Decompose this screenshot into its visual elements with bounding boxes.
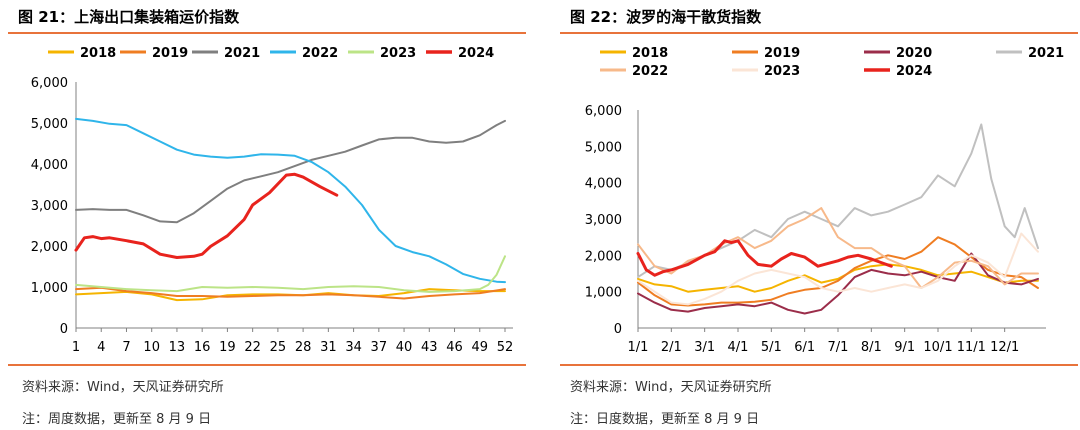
- legend-label-2019: 2019: [152, 46, 188, 61]
- legend: 2018 2019 2021 2022 2023 2024: [48, 46, 494, 61]
- left-chart: 0 1,000 2,000 3,000 4,000 5,000 6,000 1 4 7 10 13 16…: [31, 46, 513, 355]
- legend-label-2018: 2018: [632, 46, 668, 61]
- right-top-rule: [560, 32, 1078, 34]
- y-tick-label: 4,000: [585, 177, 622, 192]
- right-panel: 图 22：波罗的海干散货指数 0 1,000 2,000 3,000 4,000 5,00…: [560, 0, 1080, 430]
- x-tick-label: 7: [122, 340, 130, 355]
- x-tick-label: 40: [396, 340, 413, 355]
- y-tick-label: 6,000: [31, 76, 68, 91]
- x-tick-label: 1: [72, 340, 80, 355]
- left-update-note: 注：周度数据，更新至 8 月 9 日: [22, 412, 212, 427]
- y-tick-label: 3,000: [31, 199, 68, 214]
- x-tick-label: 2/1: [661, 340, 682, 355]
- x-tick-label: 49: [471, 340, 488, 355]
- series-line-2023: [75, 255, 506, 293]
- left-panel: 图 21：上海出口集装箱运价指数 0 1,000 2,000 3,000 4,000 5,…: [0, 0, 530, 430]
- legend-label-2022: 2022: [302, 46, 338, 61]
- right-bottom-rule: [560, 364, 1078, 366]
- x-tick-label: 16: [194, 340, 211, 355]
- series-line-2023: [637, 232, 1039, 306]
- x-tick-label: 43: [421, 340, 438, 355]
- y-tick-label: 5,000: [31, 117, 68, 132]
- series-line-2018: [637, 263, 1039, 293]
- x-tick-label: 11/1: [957, 340, 986, 355]
- legend-label-2023: 2023: [764, 64, 800, 79]
- left-chart-title: 图 21：上海出口集装箱运价指数: [18, 8, 240, 26]
- x-tick-label: 4: [97, 340, 105, 355]
- y-tick-label: 5,000: [585, 140, 622, 155]
- series-line-2019: [75, 286, 506, 300]
- y-tick-label: 0: [60, 322, 68, 337]
- right-chart: 0 1,000 2,000 3,000 4,000 5,000 6,000 1/1 2/1 3/1…: [585, 46, 1064, 355]
- y-tick-label: 1,000: [31, 281, 68, 296]
- series-line-2022: [75, 117, 506, 284]
- y-tick-label: 6,000: [585, 104, 622, 119]
- x-tick-label: 28: [295, 340, 312, 355]
- right-update-note: 注：日度数据，更新至 8 月 9 日: [570, 412, 760, 427]
- x-tick-label: 10/1: [923, 340, 952, 355]
- y-tick-label: 2,000: [31, 240, 68, 255]
- left-top-rule: [8, 32, 526, 34]
- x-tick-label: 5/1: [761, 340, 782, 355]
- y-tick-label: 3,000: [585, 213, 622, 228]
- x-tick-label: 46: [446, 340, 463, 355]
- x-tick-label: 8/1: [861, 340, 882, 355]
- legend-label-2024: 2024: [896, 64, 932, 79]
- x-tick-label: 4/1: [728, 340, 749, 355]
- x-tick-label: 22: [244, 340, 261, 355]
- y-tick-label: 4,000: [31, 158, 68, 173]
- legend-label-2021: 2021: [1028, 46, 1064, 61]
- x-tick-label: 31: [320, 340, 337, 355]
- series-line-2024: [74, 172, 339, 259]
- legend-label-2020: 2020: [896, 46, 932, 61]
- legend-label-2021: 2021: [224, 46, 260, 61]
- series-line-2019: [637, 236, 1039, 307]
- legend: 2018 2019 2020 2021 2022 2023 2024: [600, 46, 1064, 79]
- series-line-2021: [637, 123, 1039, 279]
- x-tick-label: 3/1: [694, 340, 715, 355]
- y-tick-label: 2,000: [585, 249, 622, 264]
- right-chart-title: 图 22：波罗的海干散货指数: [570, 8, 762, 26]
- x-tick-label: 1/1: [628, 340, 649, 355]
- left-source-note: 资料来源：Wind，天风证券研究所: [22, 380, 224, 395]
- series-line-2022: [637, 207, 1039, 289]
- legend-label-2018: 2018: [80, 46, 116, 61]
- left-bottom-rule: [8, 364, 526, 366]
- x-tick-label: 7/1: [828, 340, 849, 355]
- x-tick-label: 52: [497, 340, 514, 355]
- y-tick-label: 0: [614, 322, 622, 337]
- legend-label-2024: 2024: [458, 46, 494, 61]
- series-line-2020: [637, 252, 1039, 315]
- x-tick-label: 9/1: [894, 340, 915, 355]
- series-line-2021: [75, 119, 506, 224]
- right-source-note: 资料来源：Wind，天风证券研究所: [570, 380, 772, 395]
- x-tick-label: 12/1: [990, 340, 1019, 355]
- legend-label-2019: 2019: [764, 46, 800, 61]
- x-tick-label: 37: [371, 340, 388, 355]
- x-tick-label: 13: [169, 340, 186, 355]
- x-tick-label: 6/1: [794, 340, 815, 355]
- legend-label-2022: 2022: [632, 64, 668, 79]
- y-tick-label: 1,000: [585, 286, 622, 301]
- x-tick-label: 34: [345, 340, 362, 355]
- x-tick-label: 10: [143, 340, 160, 355]
- axes: 0 1,000 2,000 3,000 4,000 5,000 6,000 1/1 2/1 3/1…: [585, 104, 1046, 355]
- x-tick-label: 25: [270, 340, 287, 355]
- axes: 0 1,000 2,000 3,000 4,000 5,000 6,000 1 4 7 10 13 16…: [31, 76, 513, 355]
- legend-label-2023: 2023: [380, 46, 416, 61]
- x-tick-label: 19: [219, 340, 236, 355]
- series-line-2024: [636, 239, 893, 277]
